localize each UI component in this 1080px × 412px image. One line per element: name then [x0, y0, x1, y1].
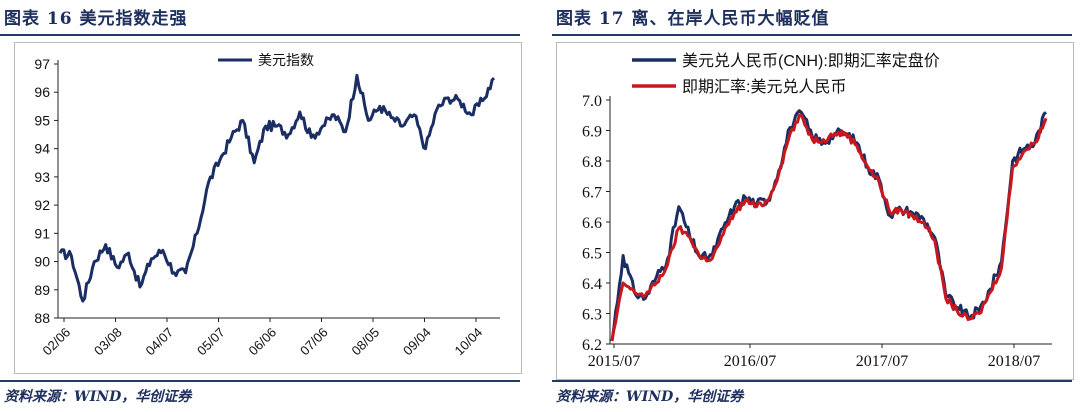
y-tick-label: 6.6	[582, 215, 602, 232]
x-tick-label: 07/06	[297, 325, 331, 359]
y-tick-label: 6.5	[582, 246, 602, 263]
chart-frame	[14, 42, 522, 374]
source-note: 资料来源：WIND，华创证券	[556, 389, 744, 405]
x-tick-label: 06/06	[246, 325, 280, 359]
x-tick-label: 03/08	[91, 325, 125, 359]
y-tick-label: 88	[34, 310, 50, 326]
title-divider	[0, 34, 520, 36]
spot-rate-line	[610, 113, 1048, 342]
y-tick-label: 92	[34, 197, 50, 213]
y-tick-label: 89	[34, 282, 50, 298]
x-tick-label: 09/04	[400, 325, 434, 359]
source-divider	[0, 380, 520, 382]
usd-index-chart: 88 89 90 91 92 93 94 95 96 97 02/06 03/08 04/07 05/07…	[34, 52, 500, 359]
y-tick-label: 6.3	[582, 307, 602, 324]
cnh-fixing-line	[610, 109, 1048, 342]
y-tick-label: 6.2	[582, 337, 602, 354]
usd-index-line	[58, 73, 496, 303]
y-tick-label: 90	[34, 254, 50, 270]
y-tick-label: 6.4	[582, 276, 602, 293]
x-tick-label: 08/05	[349, 325, 383, 359]
y-tick-label: 95	[34, 112, 50, 128]
rmb-exchange-panel: 图表 17 离、在岸人民币大幅贬值 6.2 6.3 6.4 6.5 6.6 6.7 6.8 6…	[552, 0, 1074, 412]
y-tick-label: 6.7	[582, 185, 602, 202]
x-tick-label: 2018/07	[988, 353, 1040, 370]
chart-frame	[556, 42, 1074, 380]
y-tick-label: 97	[34, 56, 50, 72]
x-tick-label: 2017/07	[856, 353, 908, 370]
title-divider	[552, 34, 1072, 36]
rmb-exchange-chart: 6.2 6.3 6.4 6.5 6.6 6.7 6.8 6.9 7.0 2015/07 2016/0…	[582, 51, 1052, 370]
x-tick-label: 02/06	[40, 325, 74, 359]
y-tick-label: 91	[34, 225, 50, 241]
source-divider	[552, 380, 1072, 382]
x-tick-label: 10/04	[452, 325, 486, 359]
legend-label: 即期汇率:美元兑人民币	[682, 78, 846, 96]
source-note: 资料来源：WIND，华创证券	[4, 389, 192, 405]
chart-title: 图表 17 离、在岸人民币大幅贬值	[556, 9, 830, 29]
y-tick-label: 93	[34, 169, 50, 185]
y-tick-label: 7.0	[582, 93, 602, 110]
legend-label: 美元兑人民币(CNH):即期汇率定盘价	[682, 51, 940, 70]
chart-title: 图表 16 美元指数走强	[4, 9, 188, 29]
legend-label: 美元指数	[258, 52, 314, 68]
x-tick-label: 04/07	[143, 325, 177, 359]
x-tick-label: 2015/07	[588, 353, 640, 370]
y-tick-label: 96	[34, 84, 50, 100]
y-tick-label: 6.8	[582, 154, 602, 171]
x-tick-label: 2016/07	[724, 353, 776, 370]
x-tick-label: 05/07	[194, 325, 228, 359]
y-tick-label: 94	[34, 141, 50, 157]
y-tick-label: 6.9	[582, 124, 602, 141]
usd-index-panel: 图表 16 美元指数走强 88 89 90 91 92 93 94 95 96 97 02/06 03…	[0, 0, 522, 412]
